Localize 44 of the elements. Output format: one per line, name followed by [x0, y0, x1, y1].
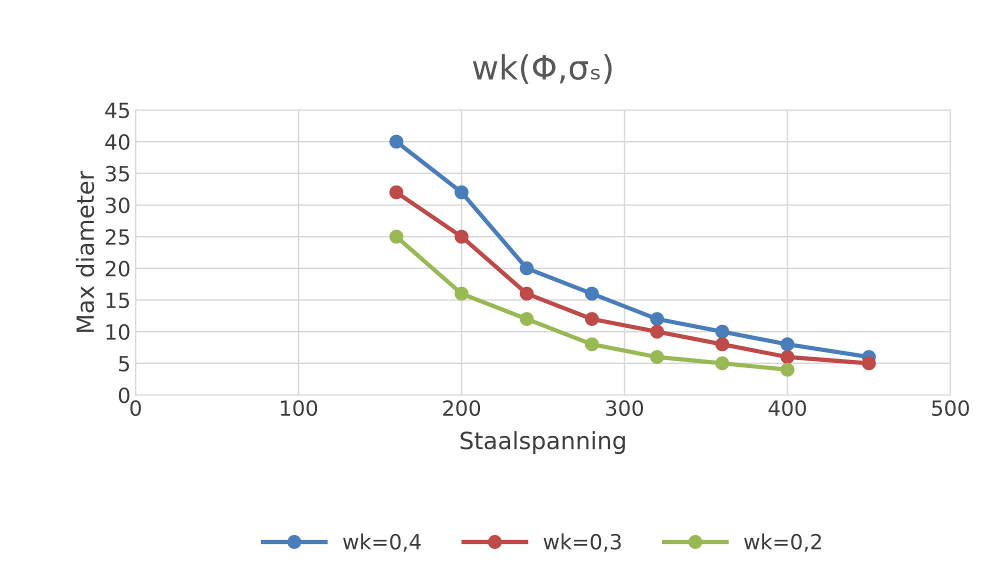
point	[584, 286, 599, 301]
y-tick-label: 5	[119, 356, 129, 372]
point	[389, 134, 404, 149]
legend-label: wk=0,2	[744, 533, 821, 552]
x-tick-label: 200	[443, 400, 480, 416]
y-tick-label: 35	[106, 166, 129, 182]
point	[389, 185, 404, 200]
x-tick-label: 300	[606, 400, 643, 416]
x-axis-title: Staalspanning	[460, 431, 625, 454]
point	[650, 324, 664, 339]
point	[454, 185, 468, 200]
point	[650, 312, 664, 326]
y-tick-label: 25	[106, 229, 129, 245]
y-tick-label: 15	[106, 292, 129, 308]
point	[454, 286, 468, 301]
point	[584, 312, 599, 326]
point	[715, 337, 730, 352]
x-tick-label: 500	[932, 400, 969, 416]
x-tick-label: 400	[768, 400, 806, 416]
y-tick-label: 30	[106, 197, 130, 214]
point	[715, 324, 730, 339]
point	[520, 312, 534, 326]
x-tick-label: 100	[280, 400, 318, 416]
point	[584, 337, 599, 352]
y-axis-title: Max diameter	[76, 170, 94, 332]
legend-label: wk=0,4	[343, 533, 421, 552]
point	[780, 362, 794, 377]
point	[862, 356, 876, 370]
y-tick-label: 20	[106, 260, 130, 277]
y-tick-label: 10	[106, 324, 130, 340]
point	[389, 230, 404, 244]
point	[780, 350, 794, 364]
y-tick-label: 45	[105, 102, 129, 118]
y-tick-label: 0	[118, 387, 130, 404]
point	[520, 286, 534, 301]
point	[454, 230, 468, 244]
y-tick-label: 40	[105, 134, 130, 150]
point	[520, 261, 534, 276]
point	[650, 350, 664, 364]
x-tick-label: 0	[130, 400, 141, 416]
legend-label: wk=0,3	[544, 533, 621, 552]
point	[780, 337, 794, 352]
point	[715, 356, 730, 370]
chart-title: wk(Φ,σₛ)	[472, 54, 612, 84]
